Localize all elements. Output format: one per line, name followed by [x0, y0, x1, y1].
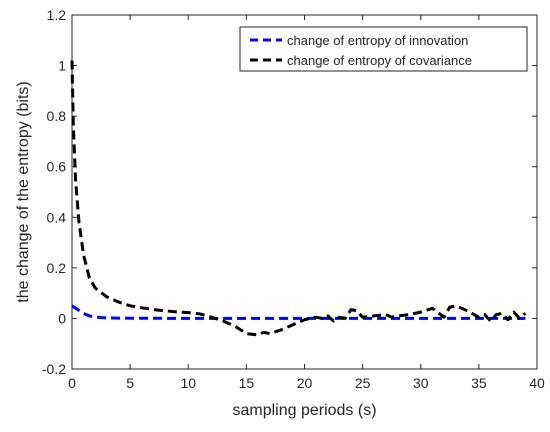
x-tick-label: 5: [126, 375, 134, 391]
x-tick-label: 15: [239, 375, 255, 391]
x-tick-label: 30: [413, 375, 429, 391]
x-tick-label: 20: [297, 375, 313, 391]
y-axis-title: the change of the entropy (bits): [15, 81, 32, 302]
x-tick-label: 25: [355, 375, 371, 391]
x-axis-title: sampling periods (s): [232, 402, 376, 419]
x-axis: 0 5 10 15 20 25 30 35 40: [68, 15, 545, 391]
legend: change of entropy of innovation change o…: [239, 26, 528, 72]
x-tick-label: 0: [68, 375, 76, 391]
legend-box: [239, 26, 528, 72]
plot-area: [71, 14, 538, 370]
legend-label-innovation: change of entropy of innovation: [287, 33, 468, 48]
y-tick-label: -0.2: [42, 361, 66, 377]
y-tick-label: 1: [58, 58, 66, 74]
y-tick-label: 1.2: [47, 7, 67, 23]
y-axis: -0.2 0 0.2 0.4 0.6 0.8 1 1.2: [42, 7, 537, 377]
y-tick-label: 0.6: [47, 159, 67, 175]
x-tick-label: 10: [180, 375, 196, 391]
legend-label-covariance: change of entropy of covariance: [287, 53, 472, 68]
series-layer: [70, 60, 527, 337]
series-line-covariance: [70, 60, 527, 337]
x-tick-label: 35: [471, 375, 487, 391]
y-tick-label: 0.8: [47, 108, 67, 124]
y-tick-label: 0.4: [47, 209, 67, 225]
x-tick-label: 40: [529, 375, 545, 391]
y-tick-label: 0: [58, 310, 66, 326]
y-tick-label: 0.2: [47, 260, 67, 276]
